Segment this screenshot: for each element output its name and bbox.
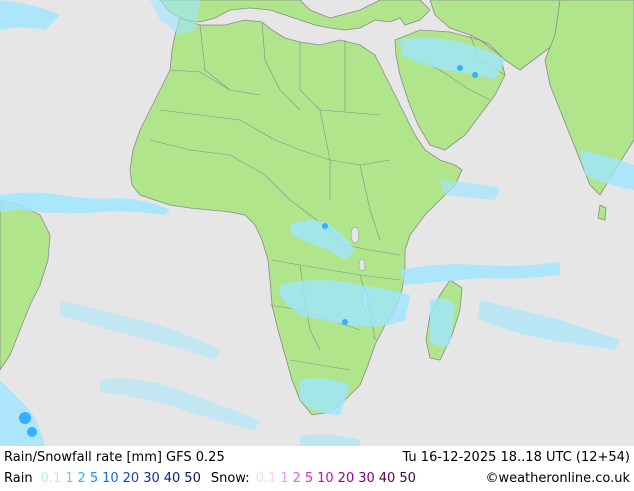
- rain-legend-value: 0.1: [40, 471, 62, 486]
- precipitation-map: [0, 0, 634, 446]
- land-europe: [159, 0, 431, 31]
- snow-legend-value: 0.1: [255, 471, 277, 486]
- land-india: [544, 0, 634, 196]
- map-title: Rain/Snowfall rate [mm] GFS 0.25: [4, 450, 225, 465]
- rain-legend-label: Rain: [4, 471, 33, 486]
- rain-legend-value: 1: [65, 471, 74, 486]
- snow-legend-value: 30: [358, 471, 375, 486]
- legend: Rain 0.1 1 2 5 10 20 30 40 50 Snow: 0.1 1 2 5 10 20 30 40 5…: [4, 471, 420, 486]
- rain-legend-value: 40: [163, 471, 181, 486]
- snow-legend-value: 5: [304, 471, 314, 486]
- snow-legend-value: 50: [399, 471, 416, 486]
- rain-legend-value: 20: [122, 471, 140, 486]
- land-sri-lanka: [597, 204, 607, 221]
- rain-legend-value: 2: [77, 471, 86, 486]
- country-borders: [149, 21, 506, 371]
- footer-legend-row: Rain 0.1 1 2 5 10 20 30 40 50 Snow: 0.1 1 2 5 10 20 30 40 5…: [0, 471, 634, 491]
- rain-legend-value: 10: [102, 471, 119, 486]
- rain-legend: 0.1 1 2 5 10 20 30 40 50: [41, 471, 205, 486]
- snow-legend-value: 20: [337, 471, 355, 486]
- snow-legend-label: Snow:: [210, 471, 250, 486]
- precipitation-areas: [0, 0, 634, 446]
- snow-legend-value: 2: [292, 471, 301, 486]
- copyright: ©weatheronline.co.uk: [485, 471, 630, 486]
- rain-legend-value: 30: [143, 471, 160, 486]
- rain-legend-value: 5: [89, 471, 99, 486]
- snow-legend-value: 10: [317, 471, 334, 486]
- map-footer: Rain/Snowfall rate [mm] GFS 0.25 Tu 16-1…: [0, 446, 634, 490]
- snow-legend: 0.1 1 2 5 10 20 30 40 50: [256, 471, 420, 486]
- land-south-america: [0, 199, 51, 371]
- valid-time: Tu 16-12-2025 18..18 UTC (12+54): [402, 450, 630, 465]
- footer-title-row: Rain/Snowfall rate [mm] GFS 0.25 Tu 16-1…: [0, 450, 634, 470]
- snow-legend-value: 1: [280, 471, 289, 486]
- snow-legend-value: 40: [378, 471, 396, 486]
- rain-legend-value: 50: [184, 471, 201, 486]
